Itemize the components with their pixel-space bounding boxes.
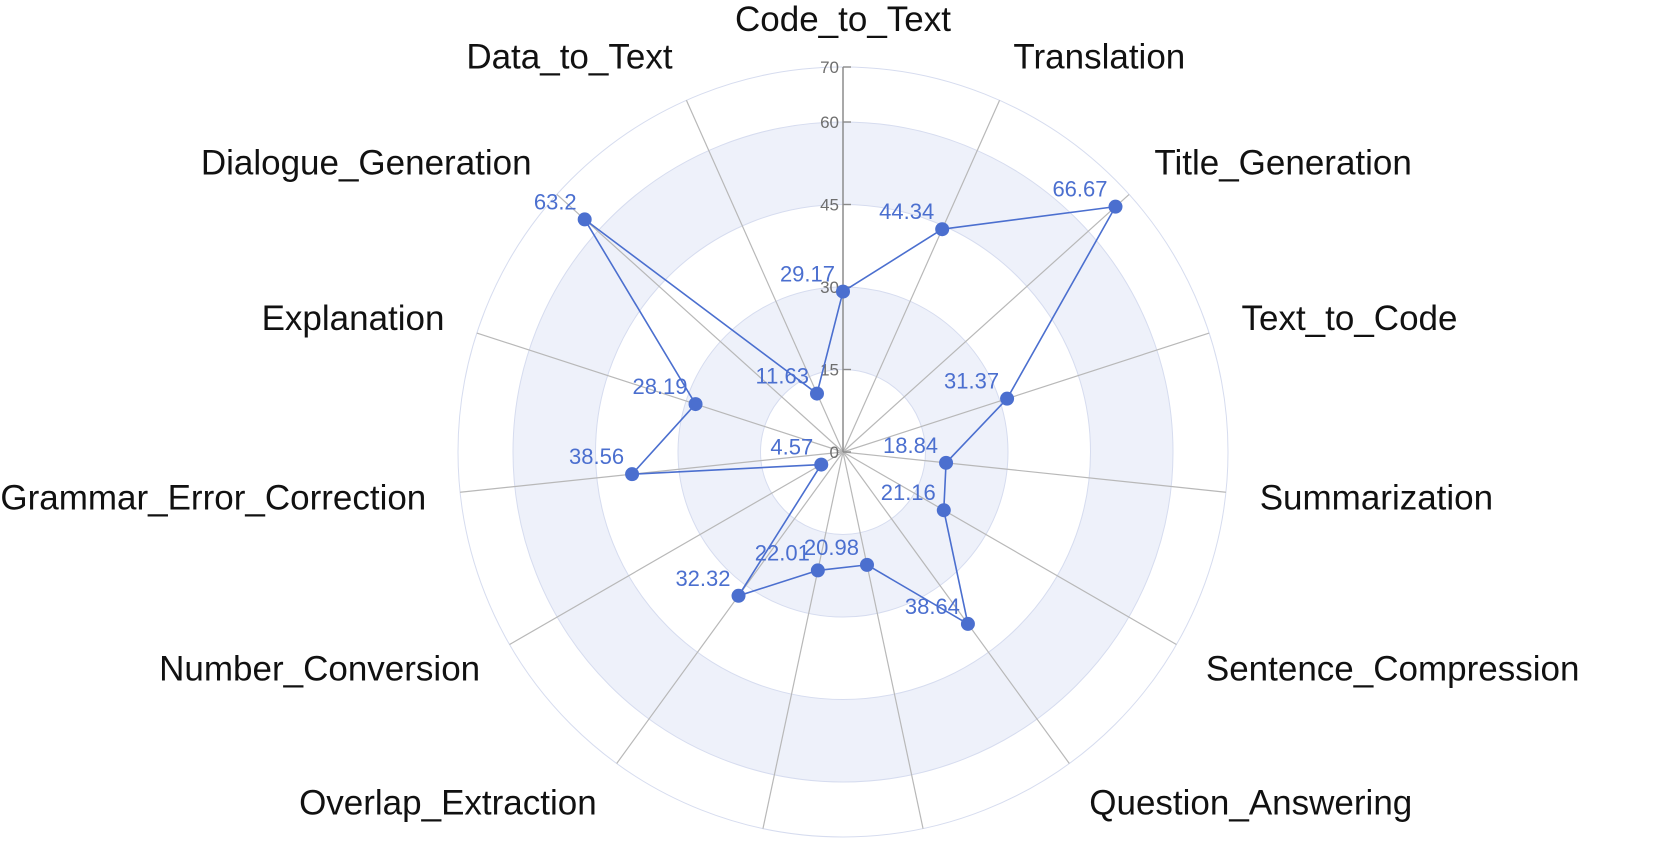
radar-spoke (556, 193, 844, 453)
axis-label: Data_to_Text (466, 37, 673, 76)
axis-label: Title_Generation (1154, 143, 1411, 182)
data-label: 22.01 (755, 540, 810, 565)
data-label: 20.98 (804, 535, 859, 560)
radar-spoke (842, 100, 1001, 453)
data-label: 18.84 (883, 433, 938, 458)
radial-tick-label: 60 (820, 113, 839, 132)
data-point (814, 457, 829, 472)
radial-tick-label: 45 (820, 196, 839, 215)
axis-label: Grammar_Error_Correction (0, 478, 426, 517)
data-labels: 29.17 44.34 66.67 31.37 18.84 21.16 38.64 20.98… (534, 177, 1108, 619)
radar-spokes (460, 67, 1226, 829)
radar-spoke (842, 451, 1177, 646)
axis-label: Text_to_Code (1241, 299, 1457, 338)
data-label: 11.63 (756, 364, 809, 389)
data-point (1108, 199, 1123, 214)
data-point (810, 563, 825, 578)
radial-tick-label: 0 (830, 443, 839, 462)
radar-spoke (509, 451, 844, 646)
data-point (935, 222, 950, 237)
radar-spoke (762, 451, 844, 829)
data-point (731, 588, 746, 603)
radar-spoke (842, 193, 1130, 453)
axis-label: Dialogue_Generation (201, 143, 532, 182)
data-point (1000, 391, 1015, 406)
series-line (583, 205, 1117, 625)
data-label: 66.67 (1052, 177, 1107, 202)
data-point (809, 386, 824, 401)
radar-spoke (842, 451, 1070, 764)
axis-label: Overlap_Extraction (299, 783, 597, 822)
axis-label: Question_Answering (1089, 783, 1412, 822)
data-point (939, 455, 954, 470)
data-label: 44.34 (879, 199, 934, 224)
axis-label: Code_to_Text (735, 0, 951, 39)
data-label: 32.32 (675, 566, 730, 591)
axis-label: Sentence_Compression (1206, 650, 1580, 689)
axis-label: Number_Conversion (159, 650, 480, 689)
data-label: 21.16 (881, 480, 936, 505)
radar-spoke (616, 451, 844, 764)
radar-spoke (476, 332, 844, 453)
data-label: 63.2 (534, 189, 577, 214)
radial-tick-label: 70 (820, 58, 839, 77)
radial-tick-label: 30 (820, 278, 839, 297)
radar-spoke (842, 451, 1226, 493)
data-label: 28.19 (632, 374, 687, 399)
axis-labels: Code_to_Text Translation Title_Generation T… (0, 0, 1580, 822)
data-label: 38.64 (905, 594, 960, 619)
data-point (688, 397, 703, 412)
data-label: 31.37 (944, 369, 999, 394)
radar-spoke (842, 332, 1210, 453)
radar-spoke (842, 451, 924, 829)
data-point (960, 616, 975, 631)
radar-spoke (460, 451, 844, 493)
data-point (625, 467, 640, 482)
data-label: 29.17 (780, 262, 835, 287)
data-point (577, 212, 592, 227)
axis-label: Summarization (1260, 478, 1493, 517)
data-label: 4.57 (770, 435, 813, 460)
data-point (936, 503, 951, 518)
axis-label: Explanation (262, 299, 445, 338)
axis-label: Translation (1013, 37, 1185, 76)
series-group (577, 199, 1123, 631)
data-point (859, 557, 874, 572)
data-label: 38.56 (569, 444, 624, 469)
data-point (836, 284, 850, 299)
